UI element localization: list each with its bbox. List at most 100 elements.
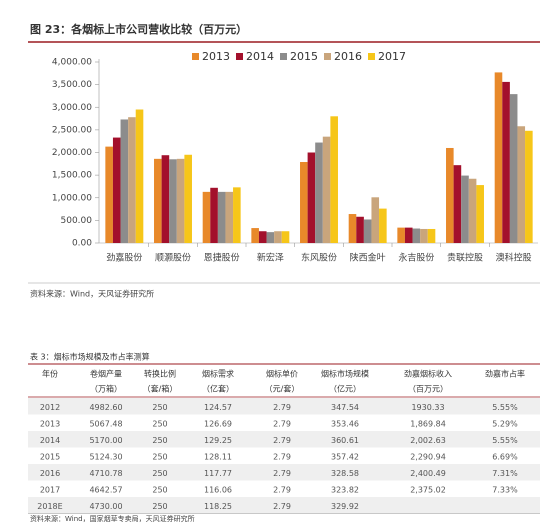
y-tick-label: 3,000.00 [52, 103, 92, 113]
table-cell: 129.25 [204, 436, 232, 445]
bar [307, 152, 316, 243]
bar [120, 119, 129, 243]
table-cell: 2.79 [273, 436, 291, 445]
table-cell: 2013 [40, 419, 60, 428]
bar [453, 165, 462, 243]
table-cell: 250 [152, 419, 167, 428]
table-header: （百万元） [408, 385, 448, 394]
bar [112, 137, 121, 243]
table-header: 劲嘉市占率 [485, 369, 525, 379]
y-tick-label: 2,000.00 [52, 148, 92, 158]
table-cell: 250 [152, 469, 167, 478]
table-cell: 323.82 [331, 485, 359, 494]
bar [251, 228, 259, 243]
bar [176, 158, 185, 243]
table-title: 表 3：烟标市场规模及市占率测算 [30, 352, 150, 362]
bar [258, 231, 267, 243]
bar [420, 228, 428, 243]
table-cell: 117.77 [204, 469, 232, 478]
legend-label: 2015 [290, 50, 318, 63]
table-header: 卷烟产量 [90, 369, 122, 379]
x-tick-label: 陕西金叶 [350, 252, 386, 264]
bar [397, 227, 405, 243]
table-cell: 4710.78 [89, 469, 122, 478]
table-cell: 250 [152, 485, 167, 494]
table-header: 烟标单价 [266, 369, 298, 379]
bar [274, 231, 282, 243]
table-cell: 360.61 [331, 436, 359, 445]
table-header: 劲嘉烟标收入 [404, 369, 452, 379]
table-cell: 2017 [40, 485, 60, 494]
legend-label: 2016 [334, 50, 362, 63]
table-cell: 1930.33 [411, 403, 444, 412]
legend-label: 2017 [378, 50, 406, 63]
bar [371, 197, 380, 243]
bar [363, 219, 372, 243]
table-cell: 2014 [40, 436, 60, 445]
table-cell: 4730.00 [89, 502, 122, 511]
bar [225, 191, 234, 243]
table-cell: 1,869.84 [410, 419, 446, 428]
x-tick-label: 恩捷股份 [204, 252, 240, 264]
bar [128, 117, 136, 243]
bar [184, 154, 192, 243]
bar [404, 227, 413, 243]
row-stripe [28, 464, 540, 481]
table-header: （亿元） [329, 384, 361, 394]
y-tick-label: 0.00 [72, 239, 92, 249]
table-cell: 7.31% [492, 469, 518, 478]
table-cell: 2,400.49 [410, 469, 446, 478]
table-header: （套/箱） [143, 384, 178, 394]
bar [330, 116, 338, 243]
x-tick-label: 新宏泽 [257, 252, 284, 264]
table-cell: 128.11 [204, 452, 232, 461]
legend-swatch [324, 53, 331, 60]
x-tick-label: 永吉股份 [398, 252, 434, 264]
table-cell: 6.69% [492, 452, 518, 461]
bar [135, 109, 144, 243]
bar [154, 158, 162, 243]
bar [105, 146, 113, 243]
bar [517, 126, 526, 243]
x-tick-label: 贵联控股 [447, 252, 483, 264]
bar [494, 72, 503, 243]
table-cell: 357.42 [331, 452, 359, 461]
bar [217, 191, 226, 243]
legend-label: 2013 [202, 50, 230, 63]
table-cell: 7.33% [492, 485, 518, 494]
table-header: 烟标需求 [202, 369, 234, 379]
table-cell: 2.79 [273, 403, 291, 412]
y-tick-label: 3,500.00 [52, 80, 92, 90]
bar [468, 178, 477, 243]
table-cell: 328.58 [331, 469, 359, 478]
bar [315, 142, 323, 243]
table-cell: 353.46 [331, 419, 359, 428]
bar [161, 155, 170, 243]
y-tick-label: 1,000.00 [52, 193, 92, 203]
table-cell: 2,002.63 [410, 436, 446, 445]
bar [509, 94, 518, 243]
y-tick-label: 2,500.00 [52, 125, 92, 135]
bar [322, 136, 331, 243]
figure-source: 资料来源：Wind，天风证券研究所 [30, 289, 154, 299]
table-cell: 2015 [40, 452, 60, 461]
bar [233, 187, 241, 243]
table-cell: 2.79 [273, 502, 291, 511]
table-cell: 5.55% [492, 403, 518, 412]
bar [281, 231, 290, 243]
legend-label: 2014 [246, 50, 274, 63]
table-cell: 124.57 [204, 403, 232, 412]
y-tick-label: 4,000.00 [52, 58, 92, 68]
table-cell: 126.69 [204, 419, 232, 428]
table-cell: 4982.60 [89, 403, 122, 412]
table-cell: 5.29% [492, 419, 518, 428]
table-header: （元/套） [265, 384, 300, 394]
x-tick-label: 顺灏股份 [155, 252, 191, 264]
legend-swatch [192, 53, 199, 60]
bar [461, 175, 469, 243]
table-cell: 329.92 [331, 502, 359, 511]
table-cell: 2018E [37, 502, 62, 511]
table-cell: 2,290.94 [410, 452, 446, 461]
legend-swatch [280, 53, 287, 60]
